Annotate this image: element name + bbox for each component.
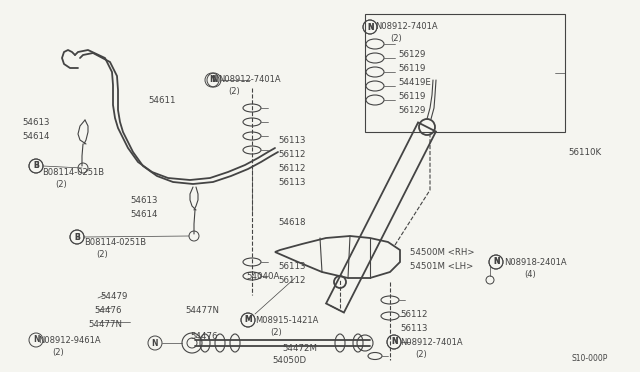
Text: (2): (2) — [228, 87, 240, 96]
Text: 54500M <RH>: 54500M <RH> — [410, 248, 474, 257]
Text: 54501M <LH>: 54501M <LH> — [410, 262, 473, 271]
Text: 56129: 56129 — [398, 106, 426, 115]
Text: 56129: 56129 — [398, 50, 426, 59]
Text: 54611: 54611 — [148, 96, 175, 105]
Text: B08114-0251B: B08114-0251B — [84, 238, 146, 247]
Text: S10-000P: S10-000P — [572, 354, 609, 363]
Text: 54476: 54476 — [190, 332, 218, 341]
Text: 56119: 56119 — [398, 92, 426, 101]
Text: N08912-7401A: N08912-7401A — [218, 75, 280, 84]
Text: 56113: 56113 — [278, 178, 305, 187]
Text: 54472M: 54472M — [282, 344, 317, 353]
Text: 56113: 56113 — [400, 324, 428, 333]
Text: N: N — [493, 257, 499, 266]
Text: 56113: 56113 — [278, 262, 305, 271]
Text: N: N — [209, 76, 215, 84]
Text: M: M — [244, 315, 252, 324]
Text: N: N — [391, 337, 397, 346]
Text: N: N — [367, 22, 373, 32]
Text: 56112: 56112 — [278, 276, 305, 285]
Text: 56113: 56113 — [278, 136, 305, 145]
Text: 54613: 54613 — [130, 196, 157, 205]
Text: 54618: 54618 — [278, 218, 305, 227]
Text: B08114-0251B: B08114-0251B — [42, 168, 104, 177]
Text: (2): (2) — [96, 250, 108, 259]
Text: 54477N: 54477N — [185, 306, 219, 315]
Text: N: N — [211, 76, 217, 84]
Text: 54050D: 54050D — [272, 356, 306, 365]
Text: N: N — [152, 339, 158, 347]
Text: N08912-7401A: N08912-7401A — [375, 22, 438, 31]
Text: 54614: 54614 — [22, 132, 49, 141]
Text: N08912-7401A: N08912-7401A — [400, 338, 463, 347]
Bar — [365, 14, 565, 132]
Text: N: N — [493, 257, 499, 266]
Text: 56112: 56112 — [278, 164, 305, 173]
Text: (2): (2) — [52, 348, 64, 357]
Text: B: B — [33, 161, 39, 170]
Text: 56112: 56112 — [400, 310, 428, 319]
Text: (2): (2) — [390, 34, 402, 43]
Text: N: N — [367, 22, 373, 32]
Text: N08912-9461A: N08912-9461A — [38, 336, 100, 345]
Text: 54040A: 54040A — [246, 272, 280, 281]
Text: 56110K: 56110K — [568, 148, 601, 157]
Text: N: N — [391, 337, 397, 346]
Text: N: N — [33, 336, 39, 344]
Text: 54479: 54479 — [100, 292, 127, 301]
Text: 54613: 54613 — [22, 118, 49, 127]
Text: 56112: 56112 — [278, 150, 305, 159]
Text: B: B — [74, 232, 80, 241]
Text: (2): (2) — [270, 328, 282, 337]
Text: 54477N: 54477N — [88, 320, 122, 329]
Text: B: B — [74, 232, 80, 241]
Text: N08918-2401A: N08918-2401A — [504, 258, 566, 267]
Text: M08915-1421A: M08915-1421A — [255, 316, 318, 325]
Text: (4): (4) — [524, 270, 536, 279]
Text: 56119: 56119 — [398, 64, 426, 73]
Text: 54419E: 54419E — [398, 78, 431, 87]
Text: B: B — [33, 161, 39, 170]
Text: M: M — [244, 315, 252, 324]
Text: (2): (2) — [415, 350, 427, 359]
Text: (2): (2) — [55, 180, 67, 189]
Text: 54476: 54476 — [94, 306, 122, 315]
Text: 54614: 54614 — [130, 210, 157, 219]
